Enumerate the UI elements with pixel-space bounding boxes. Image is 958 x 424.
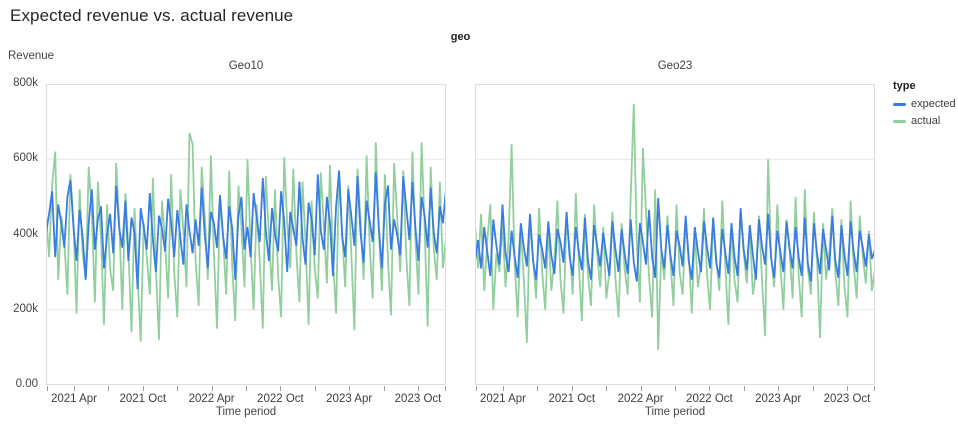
x-tick bbox=[640, 386, 642, 391]
x-tick bbox=[280, 386, 282, 391]
x-tick bbox=[743, 386, 745, 391]
x-axis-title: Time period bbox=[215, 406, 277, 418]
x-tick bbox=[177, 386, 179, 391]
x-tick-label: 2022 Apr bbox=[617, 393, 664, 405]
expected-line-swatch-icon bbox=[893, 102, 906, 106]
facet-field-label: geo bbox=[450, 31, 471, 43]
panel-title: Geo10 bbox=[228, 60, 264, 72]
x-tick-label: 2021 Oct bbox=[548, 393, 596, 405]
x-tick-label: 2023 Oct bbox=[394, 393, 442, 405]
y-tick-label: 200k bbox=[13, 302, 38, 315]
x-tick bbox=[418, 386, 419, 391]
x-tick-label: 2023 Apr bbox=[326, 393, 373, 405]
x-tick bbox=[74, 386, 75, 391]
x-tick bbox=[537, 386, 539, 391]
x-tick bbox=[606, 386, 608, 391]
x-tick bbox=[812, 386, 814, 391]
x-tick bbox=[246, 386, 247, 391]
x-tick bbox=[108, 386, 110, 391]
x-tick bbox=[571, 386, 573, 391]
x-tick bbox=[383, 386, 385, 391]
legend-item-expected[interactable]: expected bbox=[893, 98, 956, 110]
x-tick bbox=[142, 386, 144, 391]
x-axis-title: Time period bbox=[644, 406, 706, 418]
panel-title: Geo23 bbox=[657, 60, 693, 72]
series-expected-line bbox=[476, 197, 874, 282]
x-tick-label: 2021 Apr bbox=[479, 393, 527, 405]
x-tick-label: 2022 Apr bbox=[188, 393, 235, 405]
legend: type expected actual bbox=[893, 80, 956, 132]
x-tick bbox=[675, 386, 676, 391]
legend-item-actual[interactable]: actual bbox=[893, 115, 956, 127]
x-tick-label: 2021 Oct bbox=[119, 393, 167, 405]
series-expected-line bbox=[47, 170, 445, 290]
chart-title: Expected revenue vs. actual revenue bbox=[10, 6, 294, 25]
facet-panel-geo10: Geo10 2021 Apr 2021 Oct 2022 Apr 2022 Oct 202… bbox=[46, 60, 446, 418]
plot-area bbox=[475, 84, 875, 385]
x-tick bbox=[709, 386, 711, 391]
facet-panel-geo23: Geo23 2021 Apr 2021 Oct 2022 Apr 2022 Oct 202… bbox=[475, 60, 875, 418]
x-tick-label: 2022 Oct bbox=[686, 393, 733, 405]
x-tick bbox=[349, 386, 351, 391]
x-axis: 2021 Apr 2021 Oct 2022 Apr 2022 Oct 2023 Apr… bbox=[475, 386, 875, 412]
legend-title: type bbox=[893, 80, 916, 92]
y-tick-label: 800k bbox=[13, 77, 38, 89]
x-tick-label: 2021 Apr bbox=[50, 393, 98, 405]
y-axis-title: Revenue bbox=[8, 50, 55, 62]
legend-label: actual bbox=[911, 115, 941, 127]
x-tick bbox=[314, 386, 316, 391]
x-tick bbox=[873, 386, 875, 391]
y-tick-label: 0.00 bbox=[15, 378, 38, 390]
actual-line-swatch-icon bbox=[893, 119, 906, 123]
x-tick-label: 2023 Oct bbox=[823, 393, 871, 405]
plot-area bbox=[46, 84, 446, 385]
x-tick bbox=[211, 386, 213, 391]
x-tick bbox=[503, 386, 504, 391]
legend-label: expected bbox=[911, 98, 956, 110]
x-axis: 2021 Apr 2021 Oct 2022 Apr 2022 Oct 2023 Apr… bbox=[46, 386, 446, 412]
x-tick-label: 2022 Oct bbox=[257, 393, 304, 405]
x-tick bbox=[444, 386, 446, 391]
y-tick-label: 400k bbox=[13, 227, 38, 240]
y-tick-label: 600k bbox=[13, 152, 38, 165]
x-tick bbox=[475, 386, 477, 391]
x-tick bbox=[847, 386, 848, 391]
x-tick bbox=[46, 386, 48, 391]
x-tick-label: 2023 Apr bbox=[755, 393, 802, 405]
x-tick bbox=[778, 386, 780, 391]
